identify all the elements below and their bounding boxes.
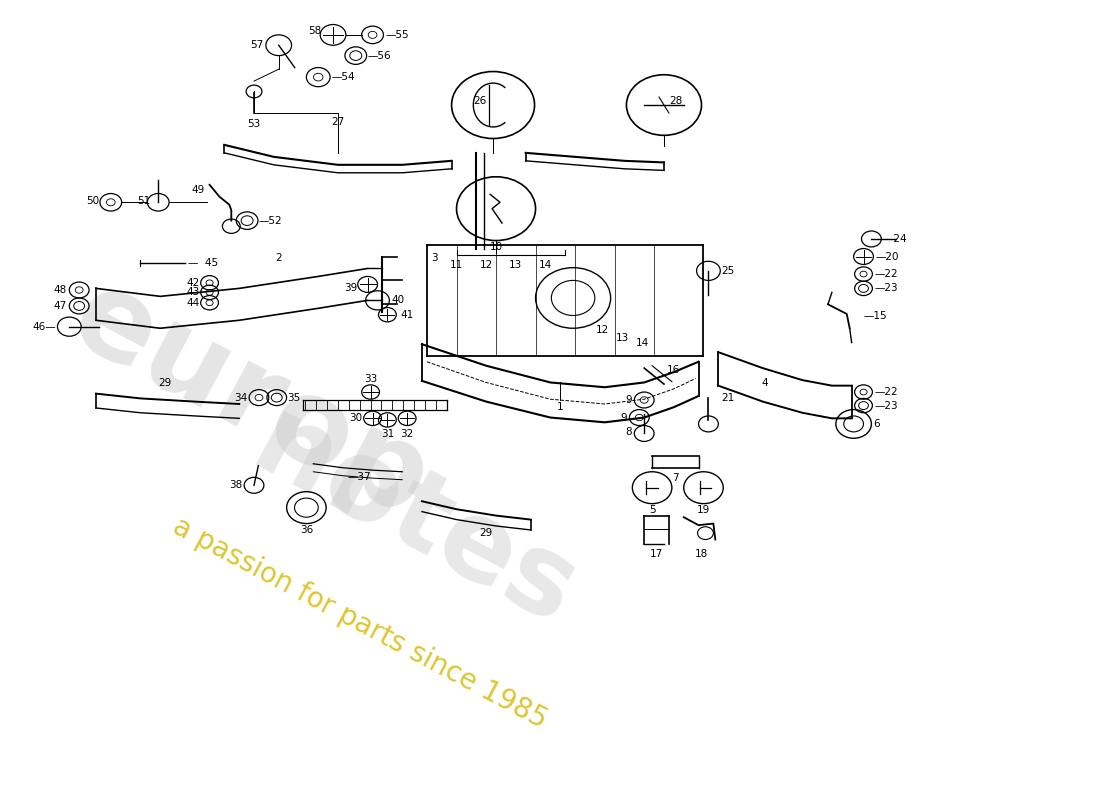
Text: 12: 12 bbox=[596, 325, 609, 335]
Text: 19: 19 bbox=[697, 506, 711, 515]
Text: 9: 9 bbox=[626, 395, 632, 405]
Text: —20: —20 bbox=[876, 251, 899, 262]
Text: 35: 35 bbox=[287, 393, 301, 402]
Text: 6: 6 bbox=[873, 419, 880, 429]
Text: —  45: — 45 bbox=[188, 258, 218, 268]
Text: 10: 10 bbox=[490, 242, 503, 252]
Text: 2: 2 bbox=[275, 253, 282, 263]
Text: 1: 1 bbox=[557, 402, 563, 411]
Text: 32: 32 bbox=[400, 430, 414, 439]
Text: —23: —23 bbox=[874, 401, 898, 410]
Text: 27: 27 bbox=[331, 117, 344, 126]
Text: 40: 40 bbox=[392, 295, 405, 306]
Text: 38: 38 bbox=[229, 480, 242, 490]
Text: —24: —24 bbox=[883, 234, 906, 244]
Text: 8: 8 bbox=[626, 427, 632, 437]
Text: 21: 21 bbox=[722, 394, 735, 403]
Text: 47: 47 bbox=[53, 301, 66, 311]
Text: —56: —56 bbox=[367, 50, 392, 61]
Text: 51: 51 bbox=[138, 196, 151, 206]
Text: 3: 3 bbox=[431, 253, 438, 262]
Text: 30: 30 bbox=[350, 414, 363, 423]
Text: 33: 33 bbox=[364, 374, 377, 384]
Text: 18: 18 bbox=[695, 549, 708, 559]
Text: 57: 57 bbox=[251, 40, 264, 50]
Text: a passion for parts since 1985: a passion for parts since 1985 bbox=[168, 512, 551, 734]
Text: —23: —23 bbox=[874, 283, 898, 294]
Text: 4: 4 bbox=[761, 378, 768, 388]
Text: 48: 48 bbox=[53, 285, 66, 295]
Text: 44: 44 bbox=[186, 298, 200, 308]
Text: 13: 13 bbox=[509, 260, 522, 270]
Text: europ: europ bbox=[53, 258, 449, 542]
Text: 12: 12 bbox=[480, 260, 493, 270]
Text: 28: 28 bbox=[669, 96, 682, 106]
Text: 26: 26 bbox=[473, 96, 486, 106]
Text: 36: 36 bbox=[300, 525, 313, 535]
Text: 46—: 46— bbox=[33, 322, 56, 332]
Text: 7: 7 bbox=[672, 474, 679, 483]
Text: 39: 39 bbox=[344, 283, 358, 294]
Text: 49: 49 bbox=[191, 186, 205, 195]
Text: 9: 9 bbox=[620, 413, 627, 422]
Text: 14: 14 bbox=[636, 338, 649, 347]
Text: 25: 25 bbox=[722, 266, 735, 276]
Text: —22: —22 bbox=[874, 387, 898, 397]
Text: 58: 58 bbox=[308, 26, 321, 36]
Text: 14: 14 bbox=[539, 260, 552, 270]
Text: —15: —15 bbox=[864, 311, 887, 322]
Text: —54: —54 bbox=[331, 72, 354, 82]
Text: 29: 29 bbox=[158, 378, 172, 388]
Text: 34: 34 bbox=[234, 393, 248, 402]
Text: 50: 50 bbox=[86, 196, 99, 206]
Text: 5: 5 bbox=[649, 506, 656, 515]
Text: —55: —55 bbox=[385, 30, 409, 40]
Text: —37: —37 bbox=[348, 472, 372, 482]
Text: 17: 17 bbox=[649, 549, 662, 559]
Text: notes: notes bbox=[234, 390, 594, 649]
Text: —22: —22 bbox=[874, 269, 898, 279]
Text: 41: 41 bbox=[400, 310, 414, 320]
Text: 13: 13 bbox=[616, 333, 629, 343]
Text: —52: —52 bbox=[258, 216, 283, 226]
Text: 31: 31 bbox=[381, 430, 394, 439]
Text: 53: 53 bbox=[248, 119, 261, 130]
Text: 29: 29 bbox=[480, 527, 493, 538]
Text: 16: 16 bbox=[667, 365, 680, 374]
Text: 43: 43 bbox=[186, 287, 200, 298]
Text: 11: 11 bbox=[450, 260, 463, 270]
Text: 42: 42 bbox=[186, 278, 200, 288]
